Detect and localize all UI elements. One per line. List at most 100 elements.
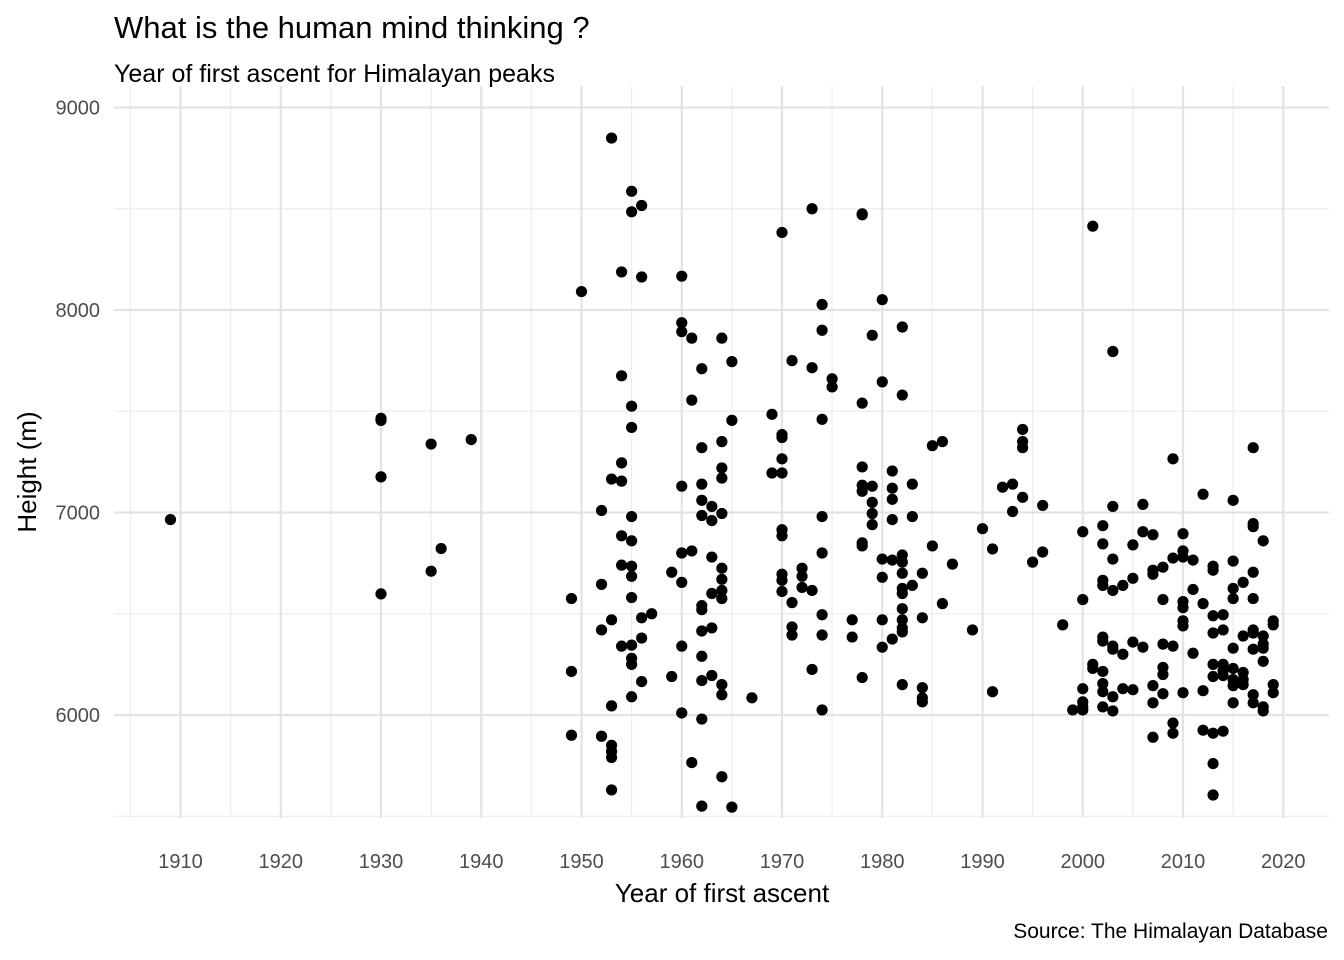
data-point [1087, 662, 1099, 675]
data-point [1107, 643, 1119, 655]
data-point [1137, 641, 1149, 653]
data-point [696, 625, 708, 637]
data-point [1077, 683, 1089, 695]
data-point [465, 434, 477, 446]
data-point [605, 700, 618, 712]
data-point [916, 696, 928, 708]
data-point [1217, 624, 1229, 636]
data-point [616, 370, 628, 382]
data-point [816, 413, 828, 425]
data-point [926, 540, 938, 552]
data-point [626, 639, 638, 651]
data-point [686, 332, 698, 344]
data-point [676, 326, 688, 338]
data-point [1207, 627, 1219, 639]
data-point [1257, 642, 1269, 654]
data-point [1097, 678, 1109, 690]
data-point [1167, 640, 1179, 652]
data-point [686, 545, 698, 557]
data-point [375, 588, 387, 600]
data-point [616, 266, 628, 278]
data-point [1187, 647, 1199, 659]
data-point [1127, 539, 1139, 551]
data-point [1257, 655, 1269, 667]
data-point [626, 400, 638, 412]
data-point [816, 609, 828, 621]
x-tick-label: 1920 [259, 851, 304, 873]
data-point [816, 704, 828, 716]
data-point [916, 612, 928, 624]
data-point [896, 614, 908, 626]
data-point [716, 507, 728, 520]
data-point [1037, 546, 1049, 558]
x-tick-label: 1960 [660, 851, 705, 873]
data-point [605, 784, 618, 796]
data-point [1167, 453, 1179, 465]
data-point [636, 612, 648, 624]
y-tick-label: 7000 [56, 503, 101, 525]
y-tick-label: 9000 [56, 98, 101, 120]
data-point [1237, 679, 1249, 691]
data-point [696, 604, 708, 616]
data-point [1117, 683, 1129, 695]
y-tick-label: 6000 [56, 705, 101, 727]
data-point [716, 592, 728, 605]
data-point [676, 270, 688, 282]
data-point [766, 467, 778, 479]
data-point [1177, 528, 1189, 540]
data-point [1267, 619, 1279, 631]
data-point [786, 629, 798, 641]
data-point [1197, 488, 1209, 500]
data-point [1147, 697, 1159, 709]
data-point [1257, 705, 1269, 717]
data-point [826, 373, 838, 385]
data-point [1267, 687, 1279, 699]
x-tick-label: 1910 [158, 851, 203, 873]
data-point [1157, 688, 1169, 700]
data-point [1097, 686, 1109, 698]
data-point [626, 206, 638, 218]
data-point [565, 729, 578, 741]
x-axis-title: Year of first ascent [615, 878, 830, 908]
data-point [986, 686, 999, 698]
data-point [976, 523, 989, 535]
data-point [1187, 554, 1199, 566]
data-point [1197, 685, 1209, 697]
data-point [1107, 584, 1119, 597]
data-point [1067, 704, 1079, 716]
data-point [906, 478, 918, 490]
data-point [896, 603, 908, 615]
data-point [846, 614, 858, 626]
data-point [636, 199, 648, 212]
data-point [1217, 725, 1229, 737]
data-point [906, 579, 918, 592]
data-point [716, 462, 728, 474]
data-point [1077, 593, 1089, 606]
chart-title: What is the human mind thinking ? [114, 10, 590, 45]
data-point [626, 421, 638, 434]
data-point [816, 324, 828, 336]
data-point [666, 670, 678, 683]
data-point [896, 321, 908, 333]
data-point [856, 397, 868, 409]
data-point [1167, 727, 1179, 739]
data-point [1207, 727, 1219, 739]
data-point [1087, 220, 1099, 232]
data-point [1097, 520, 1109, 532]
data-point [1107, 691, 1119, 703]
data-point [726, 356, 738, 368]
data-point [706, 515, 718, 527]
data-point [696, 509, 708, 522]
data-point [1227, 697, 1239, 709]
data-point [1157, 638, 1169, 650]
data-point [1257, 630, 1269, 642]
data-point [696, 494, 708, 506]
data-point [1247, 521, 1259, 533]
data-point [776, 226, 788, 239]
data-point [786, 355, 798, 367]
data-point [826, 381, 838, 393]
data-point [1207, 670, 1219, 683]
data-point [605, 473, 618, 485]
data-point [876, 614, 888, 626]
